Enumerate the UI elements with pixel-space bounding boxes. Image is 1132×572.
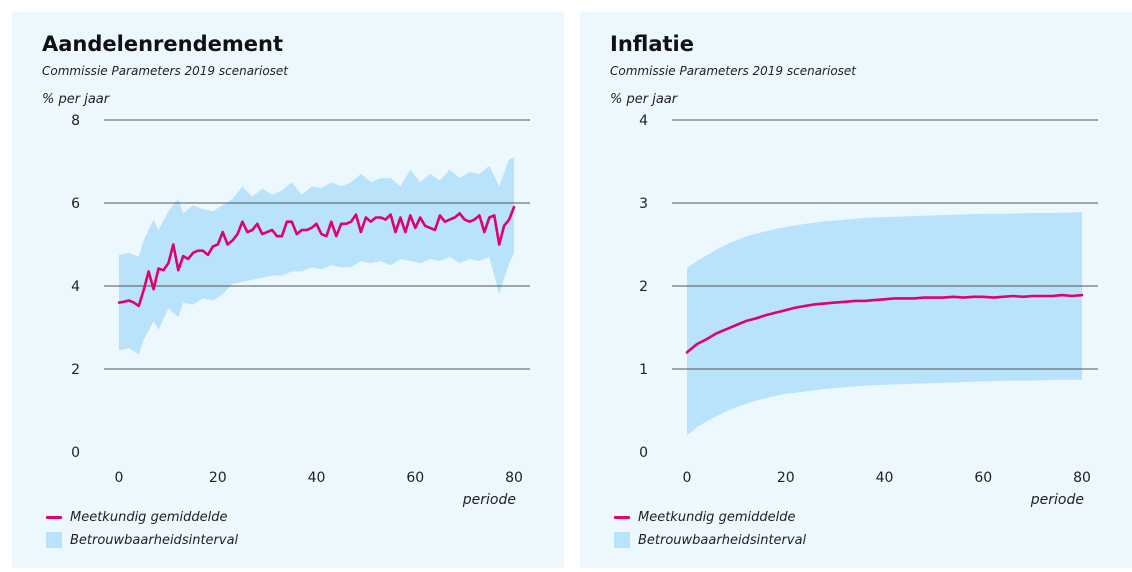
y-tick-label: 4 (639, 113, 648, 129)
y-axis-label: % per jaar (610, 92, 678, 107)
chart-panel-aandelenrendement: Aandelenrendement Commissie Parameters 2… (12, 12, 564, 568)
y-tick-label: 0 (71, 445, 80, 461)
chart-subtitle: Commissie Parameters 2019 scenarioset (42, 64, 288, 78)
legend-label: Betrouwbaarheidsinterval (638, 532, 807, 548)
legend-band-swatch (614, 532, 630, 548)
y-tick-label: 2 (639, 279, 648, 295)
x-tick-label: 80 (1073, 470, 1091, 486)
chart-panel-inflatie: Inflatie Commissie Parameters 2019 scena… (580, 12, 1132, 568)
legend-line-swatch (46, 516, 62, 519)
mean-line (117, 205, 516, 308)
x-tick-label: 20 (777, 470, 795, 486)
mean-line (685, 293, 1084, 354)
chart-subtitle: Commissie Parameters 2019 scenarioset (610, 64, 856, 78)
x-axis-label: periode (1030, 492, 1084, 508)
legend-item-interval: Betrouwbaarheidsinterval (46, 532, 238, 548)
confidence-band (119, 157, 514, 355)
y-tick-label: 4 (71, 279, 80, 295)
legend-item-mean: Meetkundig gemiddelde (46, 510, 227, 525)
y-axis-label: % per jaar (42, 92, 110, 107)
legend-item-interval: Betrouwbaarheidsinterval (614, 532, 806, 548)
legend-line-swatch (614, 516, 630, 519)
y-tick-label: 3 (639, 196, 648, 212)
legend-band-swatch (46, 532, 62, 548)
x-tick-label: 0 (683, 470, 692, 486)
x-tick-label: 60 (974, 470, 992, 486)
x-tick-label: 40 (876, 470, 894, 486)
legend-label: Meetkundig gemiddelde (638, 510, 796, 525)
x-tick-label: 20 (209, 470, 227, 486)
x-tick-label: 0 (115, 470, 124, 486)
y-tick-label: 1 (639, 362, 648, 378)
y-tick-label: 2 (71, 362, 80, 378)
y-tick-label: 0 (639, 445, 648, 461)
x-tick-label: 80 (505, 470, 523, 486)
y-tick-label: 8 (71, 113, 80, 129)
x-tick-label: 60 (406, 470, 424, 486)
legend-label: Betrouwbaarheidsinterval (70, 532, 239, 548)
chart-title: Inflatie (610, 32, 694, 56)
legend-item-mean: Meetkundig gemiddelde (614, 510, 795, 525)
y-tick-label: 6 (71, 196, 80, 212)
legend-label: Meetkundig gemiddelde (70, 510, 228, 525)
confidence-band (687, 212, 1082, 436)
x-tick-label: 40 (308, 470, 326, 486)
chart-title: Aandelenrendement (42, 32, 283, 56)
x-axis-label: periode (462, 492, 516, 508)
